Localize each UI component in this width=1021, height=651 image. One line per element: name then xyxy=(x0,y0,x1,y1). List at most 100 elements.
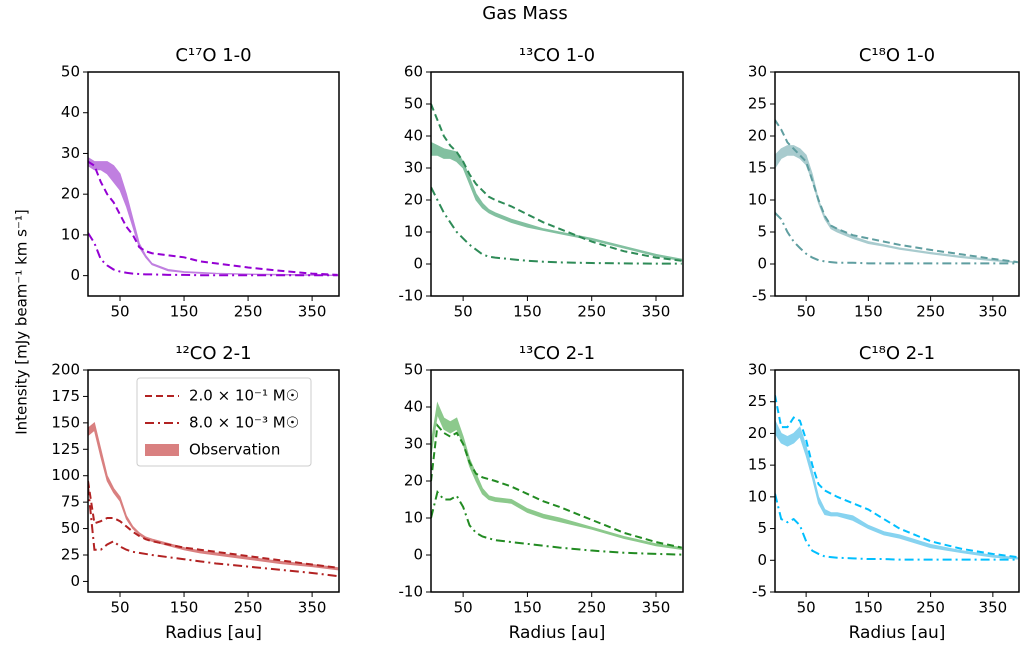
observation-band xyxy=(88,421,339,571)
y-tick-label: 25 xyxy=(748,392,767,410)
x-tick-label: 50 xyxy=(797,599,816,617)
y-tick-label: 50 xyxy=(61,519,80,537)
plot-area xyxy=(775,395,1019,561)
y-axis-label: Intensity [mJy beam⁻¹ km s⁻¹] xyxy=(13,209,31,435)
x-axis-label: Radius [au] xyxy=(849,623,946,643)
panel-title: ¹²CO 2-1 xyxy=(175,343,251,364)
y-tick-label: 175 xyxy=(51,387,80,405)
y-tick-label: 20 xyxy=(748,127,767,145)
y-tick-label: 20 xyxy=(404,191,423,209)
y-tick-label: 30 xyxy=(748,361,767,379)
y-tick-label: 50 xyxy=(404,95,423,113)
panel: 50 150 250 350 -5 0 5 10 15 20 25 30 C¹⁸O 2-1 Radius … xyxy=(748,343,1020,643)
x-tick-label: 350 xyxy=(979,303,1008,321)
panel: 50 150 250 350 0 25 50 75 100 125 150 175 200 ¹²CO 2-… xyxy=(51,343,340,643)
panel-title: C¹⁸O 2-1 xyxy=(859,343,935,364)
y-tick-label: 15 xyxy=(748,159,767,177)
model-line xyxy=(88,480,338,569)
y-tick-label: 40 xyxy=(404,127,423,145)
y-tick-label: 0 xyxy=(70,572,80,590)
legend-label: 2.0 × 10⁻¹ M☉ xyxy=(189,387,299,405)
y-tick-label: 15 xyxy=(748,456,767,474)
y-tick-label: 50 xyxy=(404,361,423,379)
axes-frame xyxy=(430,369,684,593)
axes-frame xyxy=(430,71,684,297)
plot-area xyxy=(775,119,1019,265)
x-tick-label: 150 xyxy=(170,599,199,617)
legend-label: 8.0 × 10⁻³ M☉ xyxy=(189,414,299,432)
axes-frame xyxy=(774,369,1020,593)
y-tick-label: -10 xyxy=(399,583,424,601)
x-tick-label: 150 xyxy=(513,599,542,617)
panel-title: C¹⁸O 1-0 xyxy=(859,45,935,66)
observation-band xyxy=(88,156,339,277)
y-tick-label: 25 xyxy=(61,546,80,564)
y-tick-label: 5 xyxy=(757,223,767,241)
x-tick-label: 250 xyxy=(234,599,263,617)
x-tick-label: 250 xyxy=(577,599,606,617)
model-line xyxy=(775,212,1018,265)
x-tick-label: 250 xyxy=(916,599,945,617)
panel: 50 150 250 350 -5 0 5 10 15 20 25 30 C¹⁸O 1-0 xyxy=(748,45,1020,321)
observation-band xyxy=(775,420,1019,560)
y-tick-label: 20 xyxy=(748,424,767,442)
y-tick-label: 10 xyxy=(748,191,767,209)
plot-area xyxy=(88,156,339,277)
plot-area xyxy=(88,421,339,578)
y-tick-label: 40 xyxy=(404,398,423,416)
y-tick-label: 30 xyxy=(748,63,767,81)
axes-frame xyxy=(774,71,1020,297)
x-tick-label: 250 xyxy=(577,303,606,321)
y-tick-label: 75 xyxy=(61,493,80,511)
legend-box xyxy=(136,377,312,467)
y-tick-label: 0 xyxy=(413,255,423,273)
x-tick-label: 150 xyxy=(854,599,883,617)
y-tick-label: 10 xyxy=(404,223,423,241)
y-tick-label: 0 xyxy=(70,266,80,284)
x-axis-label: Radius [au] xyxy=(165,623,262,643)
x-tick-label: 150 xyxy=(854,303,883,321)
legend-swatch xyxy=(145,444,179,456)
y-tick-label: 0 xyxy=(413,546,423,564)
plot-area xyxy=(431,401,683,556)
observation-band xyxy=(431,401,683,551)
y-tick-label: 5 xyxy=(757,519,767,537)
y-tick-label: 30 xyxy=(404,435,423,453)
y-tick-label: 200 xyxy=(51,361,80,379)
y-tick-label: -10 xyxy=(399,287,424,305)
panel-title: ¹³CO 1-0 xyxy=(519,45,595,66)
axes-frame xyxy=(87,71,340,297)
model-line xyxy=(88,160,338,276)
y-tick-label: 60 xyxy=(404,63,423,81)
y-tick-label: 20 xyxy=(61,185,80,203)
x-tick-label: 350 xyxy=(642,303,671,321)
y-tick-label: 125 xyxy=(51,440,80,458)
y-tick-label: 0 xyxy=(757,255,767,273)
x-tick-label: 350 xyxy=(298,599,327,617)
legend-label: Observation xyxy=(189,441,280,459)
x-tick-label: 350 xyxy=(979,599,1008,617)
model-line xyxy=(431,489,682,556)
panel: 50 150 250 350 0 10 20 30 40 50 C¹⁷O 1-0 xyxy=(61,45,340,321)
figure-title: Gas Mass xyxy=(482,3,567,24)
x-tick-label: 350 xyxy=(642,599,671,617)
x-tick-label: 250 xyxy=(916,303,945,321)
y-tick-label: 30 xyxy=(404,159,423,177)
x-tick-label: 250 xyxy=(234,303,263,321)
x-tick-label: 150 xyxy=(170,303,199,321)
y-tick-label: 0 xyxy=(757,551,767,569)
model-line xyxy=(775,119,1018,264)
y-tick-label: 10 xyxy=(404,509,423,527)
model-line xyxy=(431,186,682,265)
x-tick-label: 50 xyxy=(454,599,473,617)
y-tick-label: 50 xyxy=(61,63,80,81)
y-tick-label: 10 xyxy=(748,487,767,505)
plot-area xyxy=(431,103,683,265)
x-tick-label: 50 xyxy=(454,303,473,321)
panel: 50 150 250 350 -10 0 10 20 30 40 50 ¹³CO 2-1 Radius … xyxy=(399,343,684,643)
y-tick-label: -5 xyxy=(752,583,767,601)
y-tick-label: 10 xyxy=(61,225,80,243)
panel-title: C¹⁷O 1-0 xyxy=(175,45,251,66)
model-line xyxy=(88,232,338,277)
y-tick-label: 20 xyxy=(404,472,423,490)
